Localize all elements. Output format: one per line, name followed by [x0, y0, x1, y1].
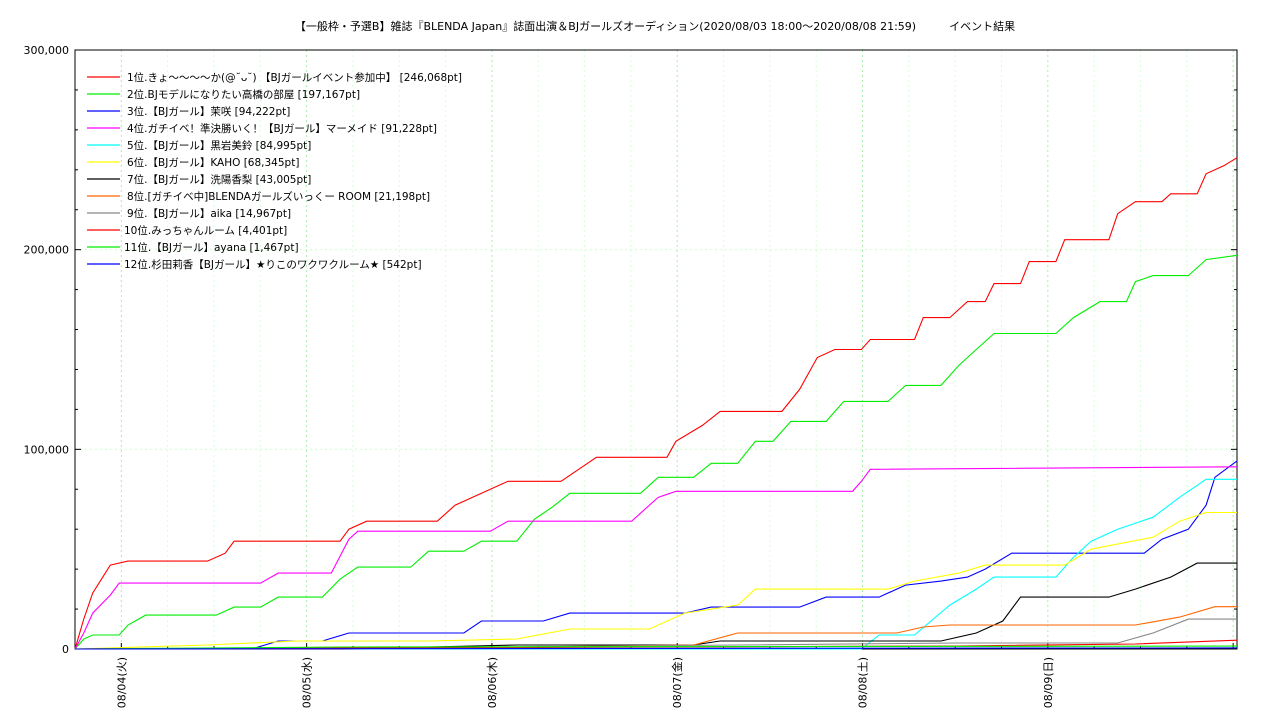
series-line	[75, 562, 1237, 650]
legend-entry: 5位.【BJガール】黒岩美鈴 [84,995pt]	[127, 139, 311, 152]
legend-entry: 7位.【BJガール】洗陽香梨 [43,005pt]	[127, 173, 311, 186]
legend-entry: 1位.きょ〜〜〜〜か(@˘ᴗ˘) 【BJガールイベント参加中】 [246,068…	[127, 71, 462, 84]
y-tick-label: 200,000	[24, 244, 70, 257]
series-line	[75, 478, 1237, 650]
x-tick-label: 08/09(日)	[1042, 657, 1055, 708]
legend-entry: 11位.【BJガール】ayana [1,467pt]	[124, 241, 299, 254]
legend-entry: 2位.BJモデルになりたい高橋の部屋 [197,167pt]	[127, 88, 360, 101]
series-line	[74, 645, 1238, 650]
legend-entry: 12位.杉田莉香【BJガール】★りこのワクワクルーム★ [542pt]	[124, 258, 422, 271]
legend: 1位.きょ〜〜〜〜か(@˘ᴗ˘) 【BJガールイベント参加中】 [246,068…	[87, 71, 462, 271]
y-tick-label: 100,000	[24, 443, 70, 456]
x-tick-label: 08/08(土)	[857, 657, 870, 708]
series-lines	[74, 157, 1238, 650]
series-line	[74, 639, 1238, 650]
series-line	[74, 157, 1238, 650]
legend-entry: 3位.【BJガール】茉咲 [94,222pt]	[127, 105, 290, 118]
legend-entry: 8位.[ガチイベ中]BLENDAガールズいっくー ROOM [21,198pt]	[127, 190, 430, 203]
legend-entry: 9位.【BJガール】aika [14,967pt]	[127, 207, 291, 220]
grid	[75, 50, 1237, 649]
series-line	[74, 647, 1238, 650]
x-tick-label: 08/04(火)	[115, 657, 128, 708]
series-line	[75, 460, 1238, 650]
series-line	[74, 254, 1238, 650]
legend-entry: 6位.【BJガール】KAHO [68,345pt]	[127, 156, 299, 169]
y-tick-label: 300,000	[24, 44, 70, 57]
x-tick-label: 08/07(金)	[670, 657, 684, 708]
axes: 0 100,000 200,000 300,000 08/04(火) 08/05(水) 08…	[24, 44, 1238, 708]
series-line	[74, 511, 1237, 650]
y-tick-label: 0	[62, 643, 69, 656]
x-tick-label: 08/05(水)	[301, 657, 314, 708]
x-tick-label: 08/06(木)	[486, 657, 499, 708]
series-line	[74, 466, 1238, 650]
chart-title: 【一般枠・予選B】雑誌『BLENDA Japan』誌面出演＆BJガールズオーディ…	[295, 19, 1015, 33]
legend-entry: 4位.ガチイベ！準決勝いく！【BJガール】マーメイド [91,228pt]	[127, 122, 437, 135]
legend-entry: 10位.みっちゃんルーム [4,401pt]	[124, 224, 287, 237]
